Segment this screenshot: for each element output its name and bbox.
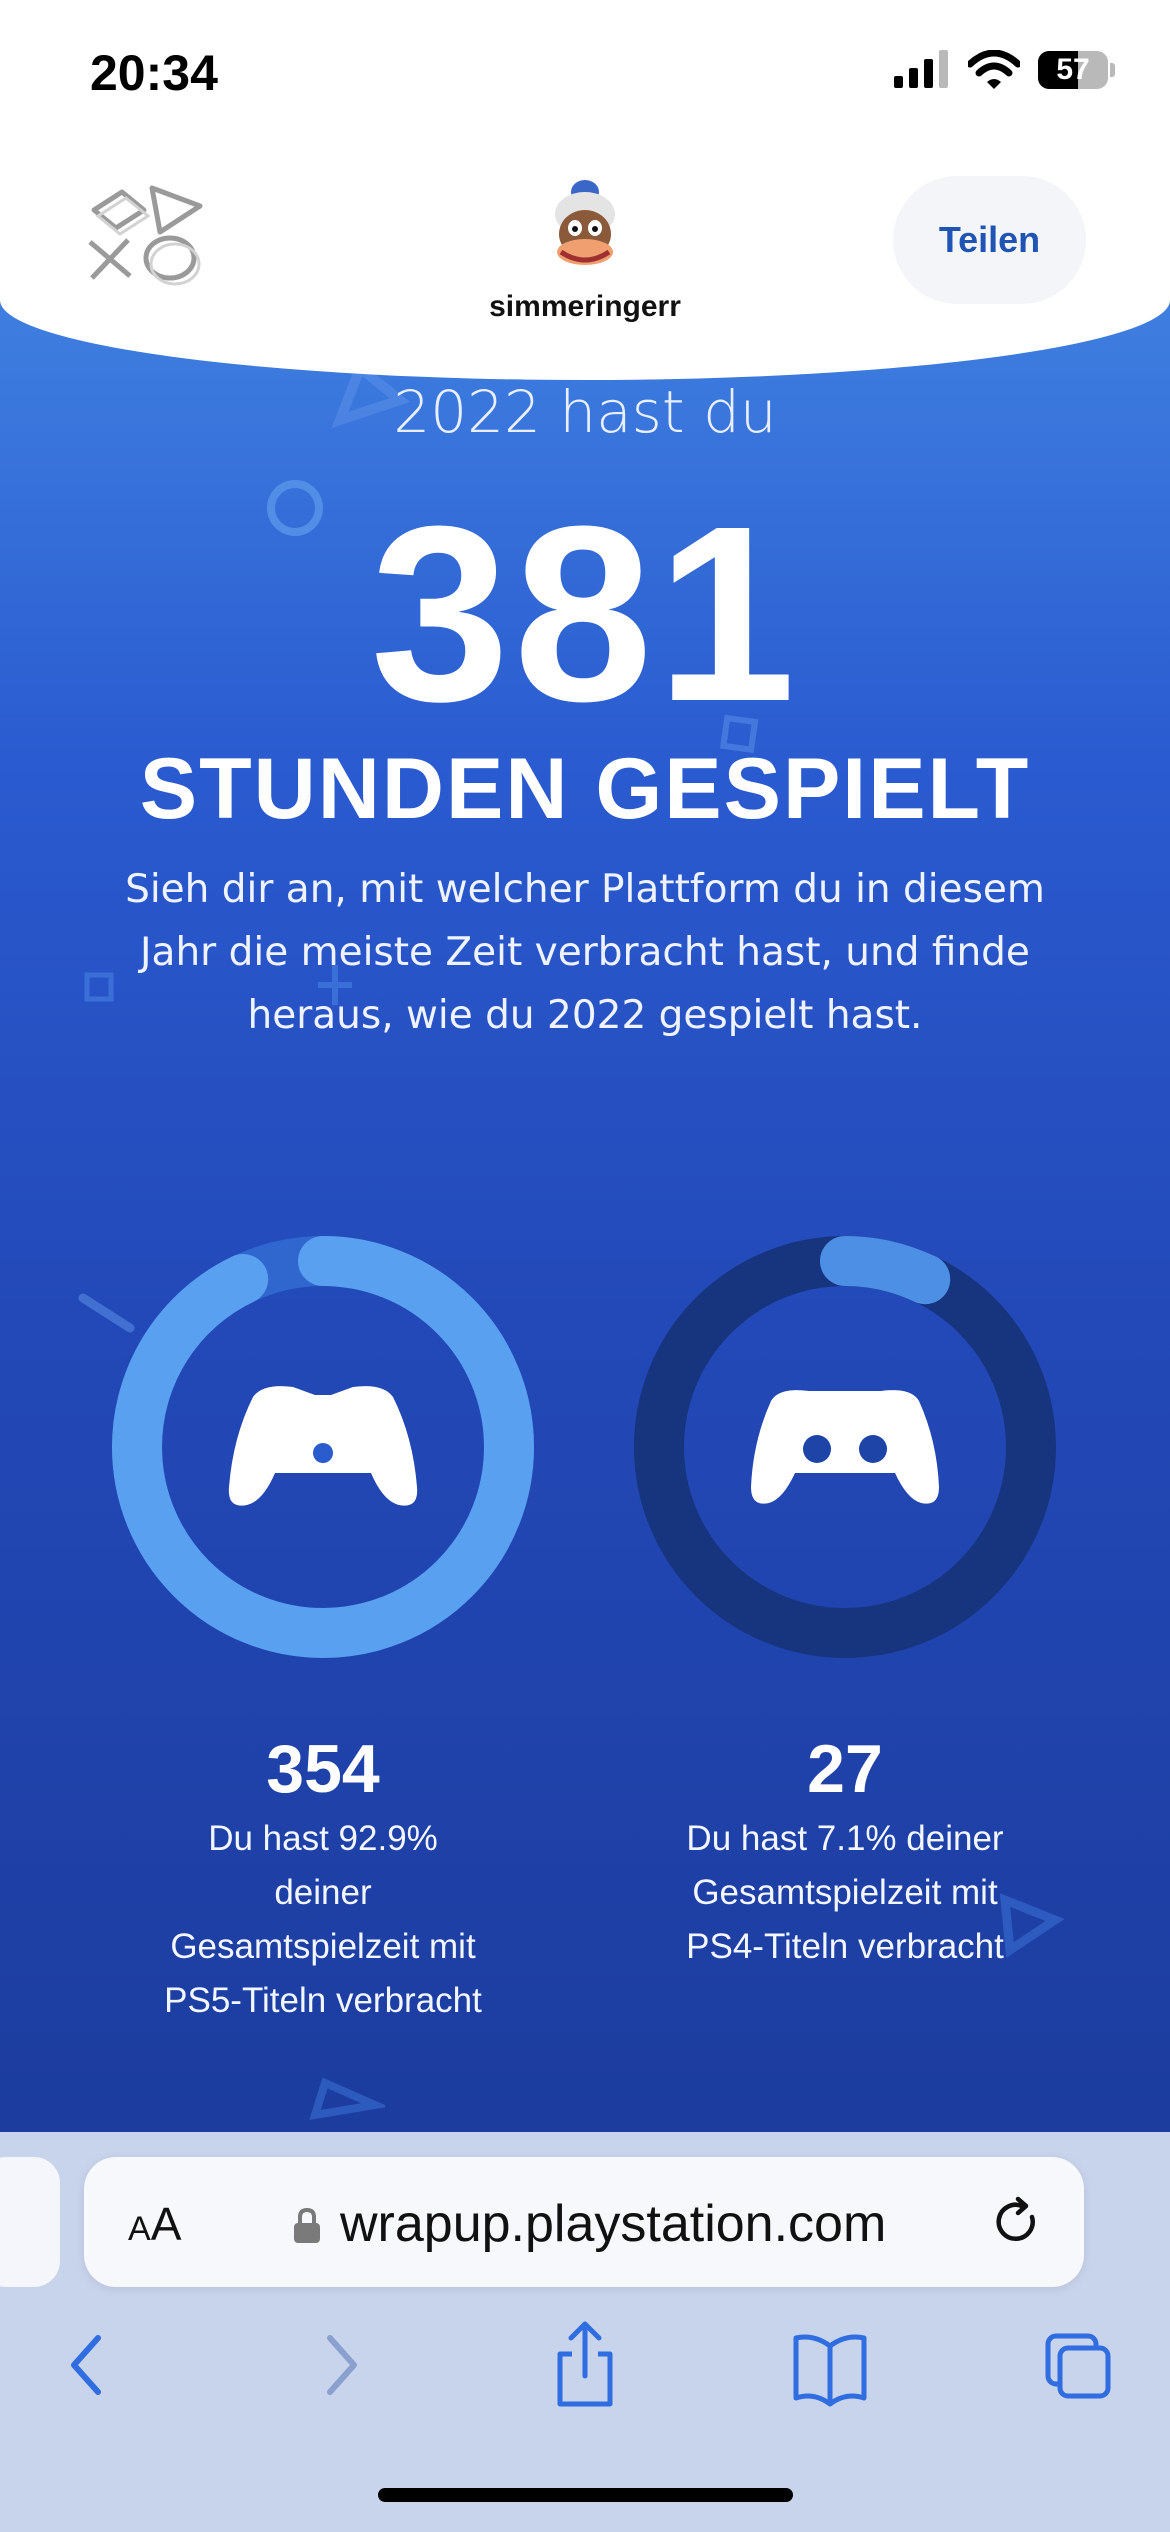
ps5-hours: 354: [266, 1731, 380, 1807]
home-indicator[interactable]: [378, 2488, 793, 2502]
ps5-share-ring: [112, 1236, 534, 1658]
share-button[interactable]: Teilen: [893, 176, 1086, 304]
cellular-signal-icon: [894, 50, 948, 88]
wifi-icon: [968, 50, 1020, 89]
username: simmeringerr: [489, 290, 681, 323]
circle-shape-icon: [267, 480, 323, 536]
wrapup-hero: [0, 300, 1170, 2140]
ps5-controller-icon: [228, 1386, 418, 1506]
ps4-share-ring: [634, 1236, 1056, 1658]
reload-icon[interactable]: [990, 2195, 1044, 2249]
ps5-description: Du hast 92.9% deiner Gesamtspielzeit mit…: [164, 1819, 482, 2020]
platform-ps5: 354 Du hast 92.9% deiner Gesamtspielzeit…: [108, 1232, 538, 2028]
hours-label: STUNDEN GESPIELT: [139, 741, 1031, 837]
ps4-share-arc: [634, 1236, 1056, 1658]
ps4-hours: 27: [807, 1731, 883, 1807]
battery-icon: 57: [1038, 51, 1108, 89]
browser-bottom-bar: AA wrapup.playstation.com: [0, 2132, 1170, 2532]
triangle-shape-icon: [309, 2077, 385, 2121]
back-icon[interactable]: [62, 2320, 112, 2410]
battery-level: 57: [1056, 53, 1090, 86]
browser-toolbar: [0, 2320, 1170, 2420]
ps5-share-arc: [112, 1236, 534, 1658]
status-bar: 20:34 57: [0, 0, 1170, 150]
status-time: 20:34: [90, 45, 218, 101]
ps4-description: Du hast 7.1% deiner Gesamtspielzeit mit …: [686, 1819, 1004, 1966]
text-size-button[interactable]: AA: [128, 2198, 182, 2250]
lock-icon: [294, 2207, 320, 2243]
url-text: wrapup.playstation.com: [340, 2195, 887, 2253]
intro-line: 2022 hast du: [393, 378, 777, 446]
share-icon[interactable]: [552, 2320, 618, 2410]
cross-shape-icon: [318, 965, 352, 1005]
triangle-shape-icon: [999, 1893, 1065, 1958]
line-shape-icon: [78, 1293, 135, 1333]
triangle-shape-icon: [331, 360, 410, 429]
ps4-controller-icon: [751, 1390, 939, 1504]
square-shape-icon: [84, 972, 114, 1002]
intro-description: Sieh dir an, mit welcher Plattform du in…: [125, 867, 1045, 1038]
platform-ps4: 27 Du hast 7.1% deiner Gesamtspielzeit m…: [630, 1232, 1060, 1974]
forward-icon[interactable]: [316, 2320, 366, 2410]
tabs-icon[interactable]: [1042, 2320, 1114, 2410]
square-shape-icon: [720, 715, 759, 754]
avatar[interactable]: [535, 172, 635, 282]
status-icons: 57: [894, 50, 1115, 90]
previous-tab-preview[interactable]: [0, 2157, 60, 2287]
total-hours: 381: [370, 474, 800, 753]
address-bar[interactable]: AA wrapup.playstation.com: [84, 2157, 1084, 2287]
bookmarks-icon[interactable]: [790, 2320, 870, 2410]
playstation-shapes-logo-icon[interactable]: [80, 180, 212, 290]
